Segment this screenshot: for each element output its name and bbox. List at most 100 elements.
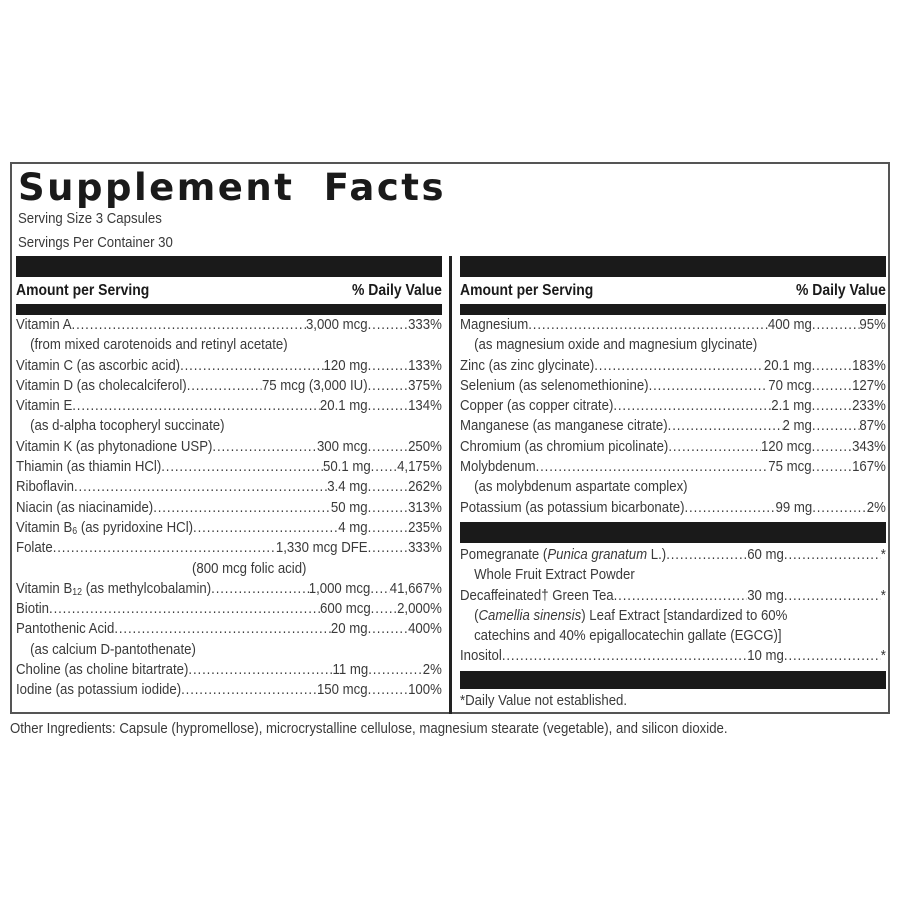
supplement-facts-panel: Supplement Facts Serving Size 3 Capsules… xyxy=(10,162,890,714)
nutrient-row: Niacin (as niacinamide) 50 mg 313% xyxy=(16,498,442,518)
nutrient-name: Iodine (as potassium iodide) xyxy=(16,681,182,699)
nutrient-subline: (Camellia sinensis) Leaf Extract [standa… xyxy=(474,606,788,624)
nutrient-row: Vitamin A 3,000 mcg 333% xyxy=(16,315,442,335)
daily-value: 4,175% xyxy=(397,458,442,476)
nutrient-row: Magnesium 400 mg 95% xyxy=(460,315,886,335)
nutrient-name: Molybdenum xyxy=(460,458,536,476)
leader-dots xyxy=(212,437,317,457)
section-bar xyxy=(460,256,886,277)
nutrient-name: Niacin (as niacinamide) xyxy=(16,498,154,516)
nutrient-subline: (as magnesium oxide and magnesium glycin… xyxy=(474,336,758,354)
leader-dots xyxy=(72,315,306,335)
leader-dots xyxy=(812,356,852,376)
right-nutrient-list: Magnesium 400 mg 95% (as magnesium oxide an… xyxy=(460,315,886,518)
daily-value: * xyxy=(880,545,886,563)
amount-header: Amount per Serving xyxy=(460,281,594,299)
daily-value: 87% xyxy=(859,417,886,435)
nutrient-amount: 3,000 mcg xyxy=(305,316,368,333)
nutrient-amount: 10 mg xyxy=(747,647,784,665)
nutrient-name: Vitamin A xyxy=(16,316,72,333)
nutrient-row: Riboflavin 3.4 mg 262% xyxy=(16,477,442,497)
nutrient-amount: 2.1 mg xyxy=(771,397,812,415)
leader-dots xyxy=(368,356,408,376)
nutrient-amount: 4 mg xyxy=(338,518,368,536)
nutrient-name: Biotin xyxy=(16,600,50,618)
nutrient-name: Pomegranate (Punica granatum L.) xyxy=(460,545,667,563)
leader-dots xyxy=(368,477,408,497)
nutrient-row: Decaffeinated† Green Tea 30 mg * xyxy=(460,586,886,606)
nutrient-amount: 300 mcg xyxy=(316,437,368,455)
daily-value: 250% xyxy=(408,437,442,455)
nutrient-row: Vitamin B6 (as pyridoxine HCl) 4 mg 235% xyxy=(16,518,442,538)
nutrient-amount: 120 mg xyxy=(323,356,368,374)
leader-dots xyxy=(812,457,852,477)
right-column: Amount per Serving % Daily Value Magnesi… xyxy=(460,256,886,713)
nutrient-amount: 120 mcg xyxy=(760,437,812,455)
nutrient-amount: 1,000 mcg xyxy=(308,579,371,597)
leader-dots xyxy=(812,315,860,335)
nutrient-name: Vitamin B6 (as pyridoxine HCl) xyxy=(16,518,194,537)
nutrient-amount: 50 mg xyxy=(330,498,368,516)
column-divider xyxy=(449,256,452,714)
nutrient-amount: 20.1 mg xyxy=(763,356,812,374)
leader-dots xyxy=(368,619,408,639)
nutrient-row: Chromium (as chromium picolinate) 120 mcg… xyxy=(460,437,886,457)
leader-dots xyxy=(613,396,771,416)
nutrient-name: Pantothenic Acid xyxy=(16,620,115,638)
leader-dots xyxy=(666,545,747,565)
nutrient-subline: (as d-alpha tocopheryl succinate) xyxy=(30,417,225,435)
daily-value: 167% xyxy=(852,458,886,476)
leader-dots xyxy=(368,538,408,558)
nutrient-name: Riboflavin xyxy=(16,478,74,496)
leader-dots xyxy=(784,646,881,666)
leader-dots xyxy=(368,498,408,518)
nutrient-row: Molybdenum 75 mcg 167% xyxy=(460,457,886,477)
nutrient-subline: (as molybdenum aspartate complex) xyxy=(474,478,688,496)
footnote: *Daily Value not established. xyxy=(460,689,886,713)
nutrient-subline: (from mixed carotenoids and retinyl acet… xyxy=(30,336,288,354)
nutrient-name: Potassium (as potassium bicarbonate) xyxy=(460,498,685,516)
nutrient-name: Vitamin E xyxy=(16,397,73,415)
nutrient-subline: (800 mcg folic acid) xyxy=(192,559,307,577)
leader-dots xyxy=(812,416,860,436)
daily-value: 2,000% xyxy=(397,600,442,618)
daily-value: * xyxy=(880,647,886,665)
section-bar xyxy=(16,304,442,315)
nutrient-amount: 1,330 mcg DFE xyxy=(275,539,368,557)
leader-dots xyxy=(72,396,320,416)
daily-value: 233% xyxy=(852,397,886,415)
nutrient-amount: 70 mcg xyxy=(768,376,812,394)
nutrient-amount: 99 mg xyxy=(775,498,813,516)
nutrient-name: Inositol xyxy=(460,647,502,665)
section-bar xyxy=(460,304,886,315)
leader-dots xyxy=(784,545,881,565)
leader-dots xyxy=(528,315,768,335)
daily-value: 343% xyxy=(852,437,886,455)
nutrient-amount: 150 mcg xyxy=(316,681,368,699)
daily-value: 375% xyxy=(408,376,442,394)
botanical-list: Pomegranate (Punica granatum L.) 60 mg * Wh… xyxy=(460,545,886,667)
nutrient-subline: Whole Fruit Extract Powder xyxy=(474,566,635,584)
leader-dots xyxy=(180,356,323,376)
leader-dots xyxy=(649,376,769,396)
leader-dots xyxy=(614,586,748,606)
leader-dots xyxy=(53,538,276,558)
leader-dots xyxy=(74,477,327,497)
daily-value: * xyxy=(880,586,886,604)
nutrient-subline: (as calcium D-pantothenate) xyxy=(30,640,196,658)
leader-dots xyxy=(114,619,331,639)
nutrient-row: Pomegranate (Punica granatum L.) 60 mg * xyxy=(460,545,886,565)
dv-header: % Daily Value xyxy=(352,281,442,299)
nutrient-name: Magnesium xyxy=(460,316,529,333)
nutrient-row: Vitamin E 20.1 mg 134% xyxy=(16,396,442,416)
daily-value: 235% xyxy=(408,518,442,536)
daily-value: 2% xyxy=(422,661,442,679)
nutrient-amount: 75 mcg xyxy=(768,458,812,476)
leader-dots xyxy=(368,315,408,335)
leader-dots xyxy=(668,437,761,457)
leader-dots xyxy=(368,437,408,457)
leader-dots xyxy=(161,457,323,477)
nutrient-row: Copper (as copper citrate) 2.1 mg 233% xyxy=(460,396,886,416)
leader-dots xyxy=(812,437,852,457)
nutrient-amount: 400 mg xyxy=(767,316,812,333)
